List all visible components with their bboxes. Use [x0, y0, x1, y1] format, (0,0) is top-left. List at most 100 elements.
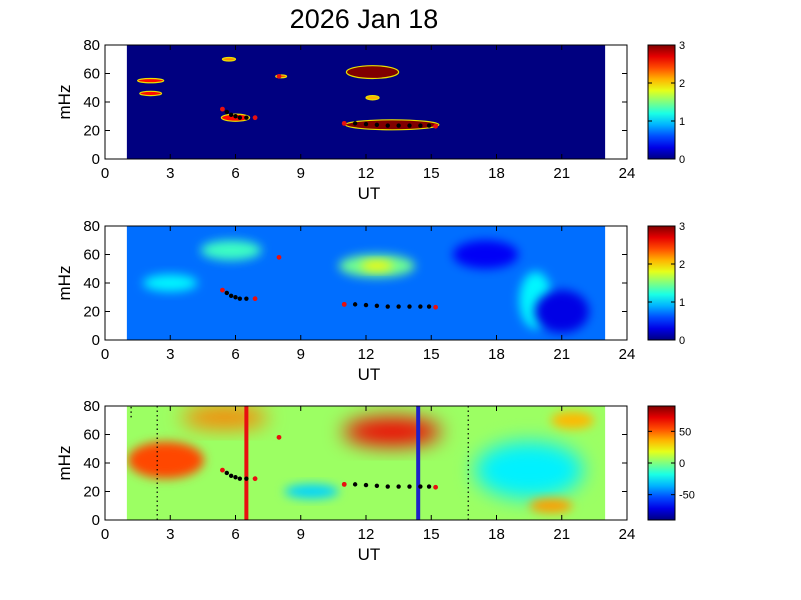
track-endpoint: [252, 476, 258, 482]
x-tick-label: 9: [297, 165, 305, 182]
track-point: [374, 303, 380, 308]
x-tick-label: 0: [101, 165, 109, 182]
heatmap-blob: [344, 119, 440, 131]
track-endpoint: [220, 467, 225, 473]
track-point: [352, 302, 358, 307]
y-tick-label: 60: [83, 247, 100, 264]
x-tick-label: 18: [488, 346, 505, 363]
track-endpoint: [276, 254, 282, 260]
colorbar-1: 0 1 2 3: [647, 40, 685, 166]
track-endpoint: [433, 123, 438, 129]
heatmap-blob: [127, 441, 204, 479]
colorbar-2: 0 1 2 3: [647, 221, 685, 347]
track-endpoint: [220, 106, 225, 112]
x-axis-label: UT: [358, 365, 381, 384]
x-tick-label: 15: [423, 346, 440, 363]
track-point: [237, 476, 243, 481]
track-endpoint: [220, 287, 225, 293]
track-point: [237, 296, 243, 301]
track-point: [363, 482, 369, 488]
x-tick-label: 24: [619, 165, 636, 182]
x-axis-label: UT: [358, 545, 381, 564]
track-point: [233, 295, 238, 300]
y-axis-label: mHz: [55, 85, 74, 120]
y-tick-label: 20: [83, 484, 100, 501]
track-point: [418, 304, 423, 309]
y-tick-label: 20: [83, 123, 100, 140]
x-tick-label: 12: [358, 165, 375, 182]
heatmap-2: [126, 226, 606, 340]
track-endpoint: [276, 434, 282, 440]
track-endpoint: [341, 481, 347, 487]
track-point: [228, 473, 234, 479]
track-point: [374, 122, 380, 128]
y-tick-label: 0: [92, 151, 100, 168]
track-point: [237, 115, 243, 120]
y-tick-label: 40: [83, 455, 100, 472]
y-tick-label: 80: [83, 37, 100, 54]
track-point: [426, 304, 432, 309]
track-point: [396, 123, 401, 128]
x-tick-label: 21: [553, 346, 570, 363]
track-point: [244, 476, 249, 481]
track-point: [363, 302, 369, 308]
track-endpoint: [276, 73, 282, 79]
heatmap-3: [126, 406, 606, 520]
y-tick-label: 80: [83, 398, 100, 415]
track-endpoint: [433, 304, 438, 310]
y-axis-label: mHz: [55, 266, 74, 301]
track-endpoint: [252, 296, 258, 302]
y-tick-label: 20: [83, 304, 100, 321]
track-point: [407, 123, 412, 128]
colorbar-tick-label: 2: [679, 78, 685, 90]
track-point: [233, 475, 238, 480]
x-tick-label: 0: [101, 526, 109, 543]
track-point: [396, 484, 401, 489]
x-tick-label: 6: [231, 346, 239, 363]
colorbar-tick-label: 0: [679, 458, 685, 470]
heatmap-blob: [181, 406, 269, 429]
heatmap-blob: [343, 417, 442, 446]
track-point: [396, 304, 401, 309]
colorbar-3: 50 0 -50: [647, 405, 695, 521]
x-tick-label: 6: [231, 526, 239, 543]
track-point: [224, 470, 229, 476]
heatmap-blob: [137, 77, 165, 84]
x-tick-label: 21: [553, 526, 570, 543]
colorbar-tick-label: 0: [679, 335, 685, 347]
heatmap-blob: [221, 56, 237, 62]
heatmap-blob: [365, 94, 380, 101]
track-point: [244, 115, 249, 120]
track-point: [352, 121, 358, 126]
y-tick-label: 40: [83, 94, 100, 111]
track-point: [385, 123, 390, 128]
colorbar-tick-label: 1: [679, 116, 685, 128]
x-tick-label: 21: [553, 165, 570, 182]
track-point: [426, 123, 432, 128]
track-point: [244, 296, 249, 301]
x-tick-label: 3: [166, 526, 174, 543]
track-point: [224, 109, 229, 115]
heatmap-background: [126, 45, 606, 159]
panel-3: 0 3 6 9 12 15 18 21 24 0 20 40 60 80 UT mHz 50 0 -50: [55, 398, 695, 564]
track-point: [385, 304, 390, 309]
colorbar-gradient: [647, 225, 676, 341]
x-tick-label: 3: [166, 165, 174, 182]
y-axis-label: mHz: [55, 446, 74, 481]
x-tick-label: 12: [358, 526, 375, 543]
y-tick-label: 60: [83, 66, 100, 83]
colorbar-tick-label: 3: [679, 40, 685, 52]
track-point: [385, 484, 390, 489]
x-tick-label: 15: [423, 165, 440, 182]
colorbar-tick-label: 2: [679, 259, 685, 271]
colorbar-gradient: [647, 44, 676, 160]
track-endpoint: [252, 115, 258, 121]
heatmap-blob: [139, 90, 163, 97]
x-tick-label: 15: [423, 526, 440, 543]
colorbar-tick-label: -50: [679, 490, 695, 502]
x-tick-label: 9: [297, 346, 305, 363]
track-point: [228, 293, 234, 299]
track-point: [352, 482, 358, 487]
